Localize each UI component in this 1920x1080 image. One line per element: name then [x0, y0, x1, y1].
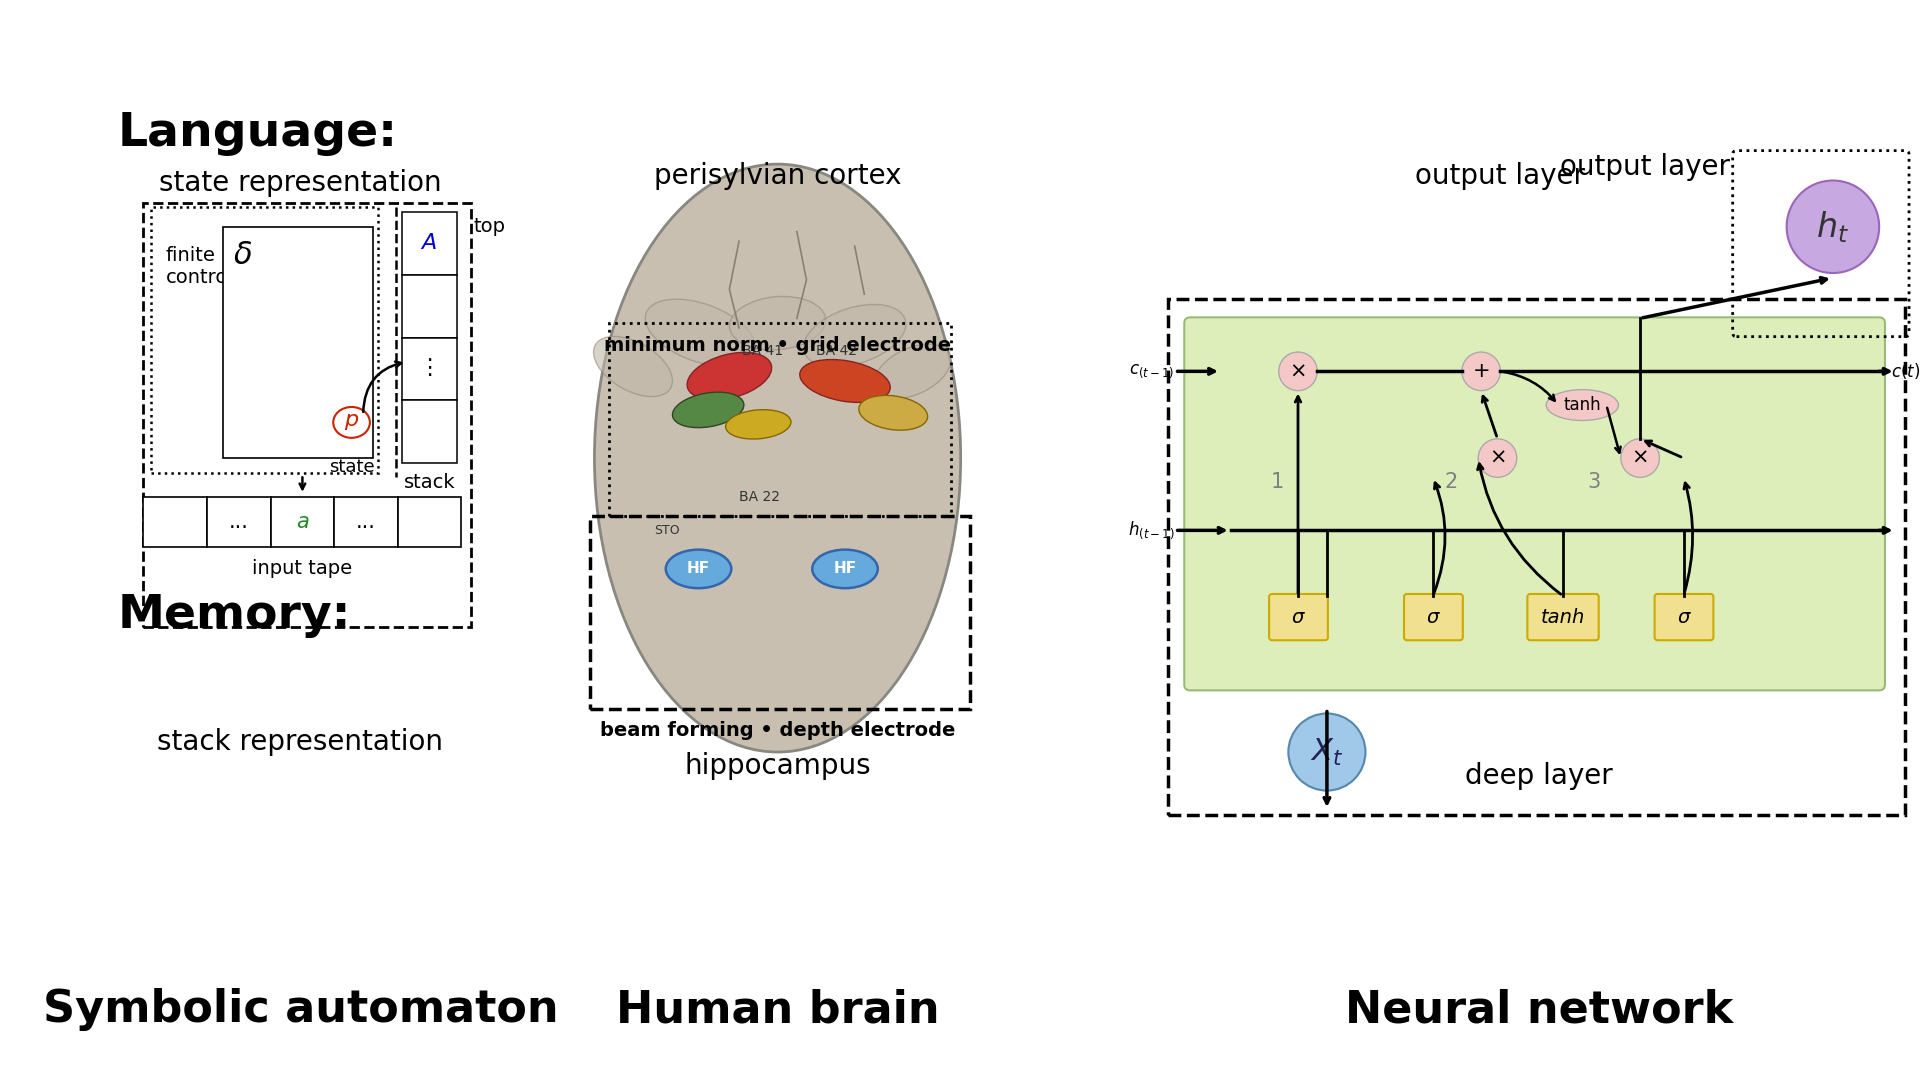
Text: ⋮: ⋮	[417, 359, 440, 378]
Text: $\delta$: $\delta$	[232, 241, 252, 270]
Text: BA 42: BA 42	[816, 345, 856, 359]
Text: beam forming • depth electrode: beam forming • depth electrode	[599, 721, 956, 740]
Text: $h_{(t-1)}$: $h_{(t-1)}$	[1127, 519, 1175, 541]
Ellipse shape	[874, 345, 950, 399]
FancyBboxPatch shape	[271, 497, 334, 546]
Text: Human brain: Human brain	[616, 988, 939, 1031]
Text: σ: σ	[1292, 608, 1304, 626]
Text: top: top	[474, 217, 507, 237]
Ellipse shape	[666, 550, 732, 589]
Text: ×: ×	[1488, 448, 1507, 468]
Text: minimum norm • grid electrode: minimum norm • grid electrode	[605, 336, 950, 354]
Text: deep layer: deep layer	[1465, 761, 1613, 789]
Ellipse shape	[672, 392, 743, 428]
Text: input tape: input tape	[252, 559, 353, 578]
Text: state: state	[328, 458, 374, 476]
Text: $A$: $A$	[420, 233, 438, 253]
Circle shape	[1461, 352, 1500, 391]
Text: $c_{(t-1)}$: $c_{(t-1)}$	[1129, 362, 1175, 380]
Text: state representation: state representation	[159, 168, 442, 197]
FancyBboxPatch shape	[334, 497, 397, 546]
Text: σ: σ	[1678, 608, 1690, 626]
Circle shape	[1478, 438, 1517, 477]
Ellipse shape	[687, 352, 772, 400]
FancyBboxPatch shape	[1185, 318, 1885, 690]
Circle shape	[1288, 714, 1365, 791]
Text: 1: 1	[1271, 472, 1284, 492]
Text: output layer: output layer	[1559, 152, 1730, 180]
Text: $h_t$: $h_t$	[1816, 208, 1849, 245]
FancyBboxPatch shape	[1404, 594, 1463, 640]
Text: Memory:: Memory:	[117, 593, 351, 638]
Text: $p$: $p$	[344, 413, 359, 432]
Text: ×: ×	[1632, 448, 1649, 468]
Ellipse shape	[1546, 390, 1619, 420]
Text: σ: σ	[1427, 608, 1440, 626]
FancyBboxPatch shape	[1269, 594, 1329, 640]
Text: Language:: Language:	[117, 111, 397, 157]
Text: ...: ...	[355, 512, 376, 531]
FancyBboxPatch shape	[401, 338, 457, 401]
Text: ×: ×	[1288, 362, 1308, 381]
Circle shape	[1788, 180, 1880, 273]
FancyBboxPatch shape	[1528, 594, 1599, 640]
Text: stack representation: stack representation	[157, 728, 444, 756]
FancyBboxPatch shape	[144, 497, 207, 546]
Ellipse shape	[812, 550, 877, 589]
Circle shape	[1279, 352, 1317, 391]
Text: output layer: output layer	[1415, 162, 1586, 190]
Ellipse shape	[726, 409, 791, 440]
FancyBboxPatch shape	[401, 213, 457, 275]
Text: HF: HF	[833, 562, 856, 577]
FancyBboxPatch shape	[401, 401, 457, 463]
FancyBboxPatch shape	[223, 227, 372, 458]
Text: $a$: $a$	[296, 512, 309, 531]
Ellipse shape	[593, 337, 672, 396]
Text: stack: stack	[403, 473, 455, 491]
Ellipse shape	[645, 299, 756, 366]
Ellipse shape	[595, 164, 960, 752]
FancyBboxPatch shape	[1655, 594, 1713, 640]
Text: BA 22: BA 22	[739, 490, 780, 504]
Text: $c(t)$: $c(t)$	[1891, 362, 1920, 381]
Text: Neural network: Neural network	[1344, 988, 1734, 1031]
Text: $X_t$: $X_t$	[1309, 737, 1344, 768]
Text: tanh: tanh	[1563, 396, 1601, 414]
Text: finite
control: finite control	[165, 246, 234, 287]
Text: hippocampus: hippocampus	[684, 752, 872, 780]
Ellipse shape	[730, 296, 826, 350]
FancyBboxPatch shape	[401, 275, 457, 338]
Ellipse shape	[801, 360, 891, 403]
Text: HF: HF	[687, 562, 710, 577]
FancyBboxPatch shape	[397, 497, 461, 546]
FancyBboxPatch shape	[207, 497, 271, 546]
Circle shape	[1620, 438, 1659, 477]
Text: 3: 3	[1588, 472, 1601, 492]
Ellipse shape	[803, 305, 906, 367]
Ellipse shape	[858, 395, 927, 430]
Text: 2: 2	[1444, 472, 1457, 492]
Text: +: +	[1473, 362, 1490, 381]
Text: ...: ...	[228, 512, 250, 531]
Text: tanh: tanh	[1542, 608, 1586, 626]
Text: Symbolic automaton: Symbolic automaton	[42, 988, 559, 1031]
Text: BA 41: BA 41	[741, 345, 783, 359]
Text: STO: STO	[655, 524, 680, 537]
Text: perisylvian cortex: perisylvian cortex	[655, 162, 900, 190]
Ellipse shape	[334, 407, 371, 437]
